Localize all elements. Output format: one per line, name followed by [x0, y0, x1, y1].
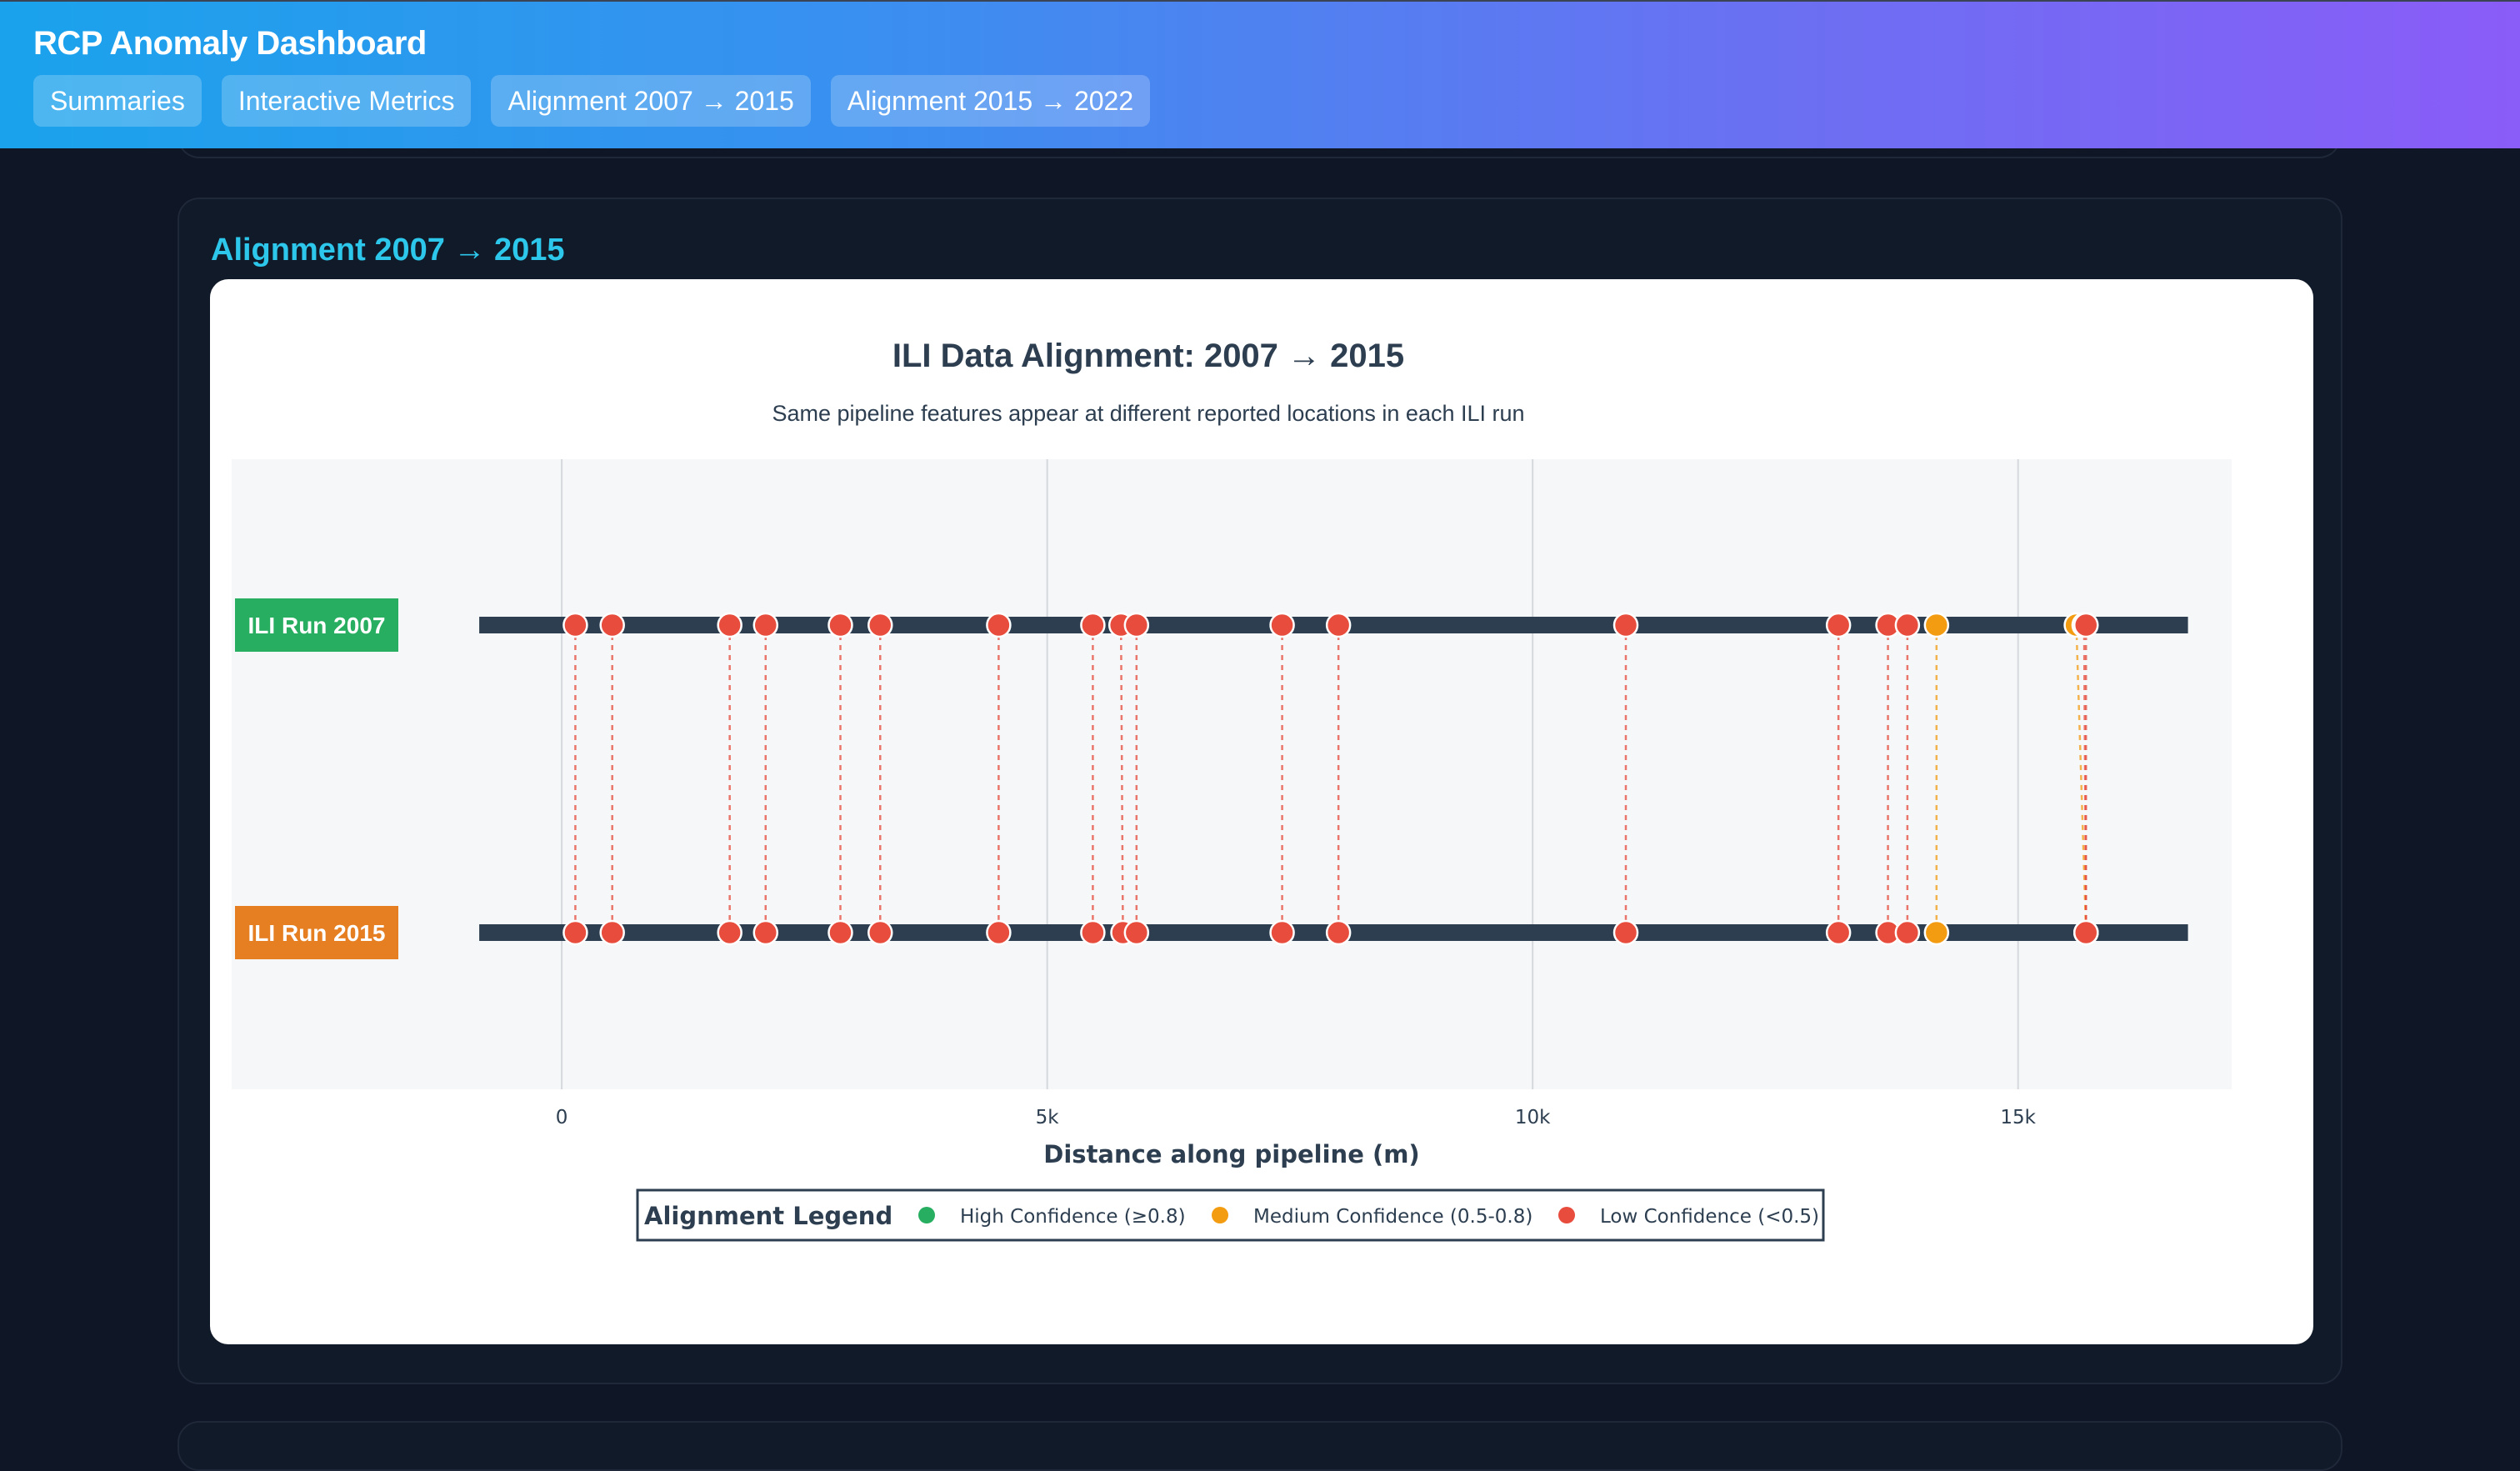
nav-tabs: Summaries Interactive Metrics Alignment … [33, 75, 1151, 127]
next-section-card [178, 1421, 2342, 1471]
feature-point-2015 [599, 919, 625, 946]
feature-point-2007 [1123, 612, 1150, 638]
feature-point-2015 [868, 919, 893, 946]
feature-point-2007 [1612, 612, 1639, 638]
feature-point-2015 [986, 919, 1012, 946]
legend-label-medium: Medium Confidence (0.5-0.8) [1253, 1206, 1532, 1228]
legend-marker-high [918, 1207, 935, 1223]
legend-label-low: Low Confidence (<0.5) [1600, 1206, 1819, 1228]
chart-title: ILI Data Alignment: 2007 → 2015 [892, 338, 1404, 374]
feature-point-2007 [1080, 612, 1106, 638]
run-label-bg [235, 906, 398, 959]
gridlines [561, 459, 2019, 1089]
feature-point-2015 [717, 919, 742, 946]
tab-summaries[interactable]: Summaries [33, 75, 202, 127]
match-connectors [574, 624, 2088, 933]
feature-point-2007 [1269, 612, 1295, 638]
feature-point-2015 [1080, 919, 1106, 946]
run-label-2015: ILI Run 2015 [235, 906, 398, 959]
section-title: Alignment 2007 → 2015 [211, 233, 565, 268]
x-axis-label: Distance along pipeline (m) [1043, 1140, 1419, 1168]
run-label-2007: ILI Run 2007 [235, 598, 398, 652]
x-tick-label: 0 [556, 1107, 568, 1128]
feature-point-2007 [1325, 612, 1352, 638]
tab-alignment-2015-2022[interactable]: Alignment 2015 → 2022 [830, 75, 1151, 127]
feature-point-2015 [828, 919, 853, 946]
chart-panel: ILI Data Alignment: 2007 → 2015 Same pip… [210, 279, 2313, 1344]
feature-point-2007 [562, 612, 588, 638]
tab-interactive-metrics[interactable]: Interactive Metrics [221, 75, 472, 127]
run-label-text: ILI Run 2007 [248, 613, 386, 638]
feature-point-2007 [1923, 612, 1950, 638]
feature-point-2007 [2072, 612, 2099, 638]
feature-point-2007 [868, 612, 893, 638]
feature-point-2007 [986, 612, 1012, 638]
feature-point-2015 [752, 919, 779, 946]
legend-title: Alignment Legend [644, 1202, 892, 1230]
feature-point-2015 [1123, 919, 1150, 946]
legend-marker-medium [1212, 1207, 1228, 1223]
feature-point-2007 [1825, 612, 1852, 638]
x-tick-label: 5k [1036, 1107, 1060, 1128]
match-connector [1119, 624, 1124, 933]
feature-point-2007 [752, 612, 779, 638]
legend-box [636, 1188, 1825, 1242]
feature-point-2015 [1894, 919, 1921, 946]
chart-legend: Alignment Legend High Confidence (≥0.8) … [636, 1188, 1825, 1242]
x-tick-label: 10k [1515, 1107, 1551, 1128]
feature-point-2015 [1612, 919, 1639, 946]
app-header: RCP Anomaly Dashboard Summaries Interact… [0, 0, 2520, 148]
feature-point-2007 [828, 612, 853, 638]
feature-point-2015 [2072, 919, 2099, 946]
feature-point-2015 [562, 919, 588, 946]
feature-point-2007 [599, 612, 625, 638]
feature-points [562, 612, 2099, 946]
run-labels: ILI Run 2007 ILI Run 2015 [235, 598, 398, 959]
feature-point-2015 [1325, 919, 1352, 946]
run-label-bg [235, 598, 398, 652]
app-title: RCP Anomaly Dashboard [33, 25, 427, 62]
chart-subtitle: Same pipeline features appear at differe… [772, 401, 1524, 426]
feature-point-2015 [1923, 919, 1950, 946]
feature-point-2015 [1269, 919, 1295, 946]
alignment-chart: ILI Data Alignment: 2007 → 2015 Same pip… [232, 338, 2232, 1242]
x-axis-ticks: 0 5k 10k 15k [556, 1107, 2037, 1128]
tab-alignment-2007-2015[interactable]: Alignment 2007 → 2015 [491, 75, 811, 127]
match-connector [2075, 624, 2088, 933]
legend-label-high: High Confidence (≥0.8) [960, 1206, 1186, 1228]
plot-area [232, 459, 2232, 1089]
x-tick-label: 15k [2000, 1107, 2036, 1128]
feature-point-2015 [1825, 919, 1852, 946]
feature-point-2007 [1894, 612, 1921, 638]
run-label-text: ILI Run 2015 [248, 920, 386, 946]
feature-point-2007 [717, 612, 742, 638]
alignment-section-card: Alignment 2007 → 2015 ILI Data Alignment… [178, 198, 2342, 1384]
legend-marker-low [1558, 1207, 1575, 1223]
